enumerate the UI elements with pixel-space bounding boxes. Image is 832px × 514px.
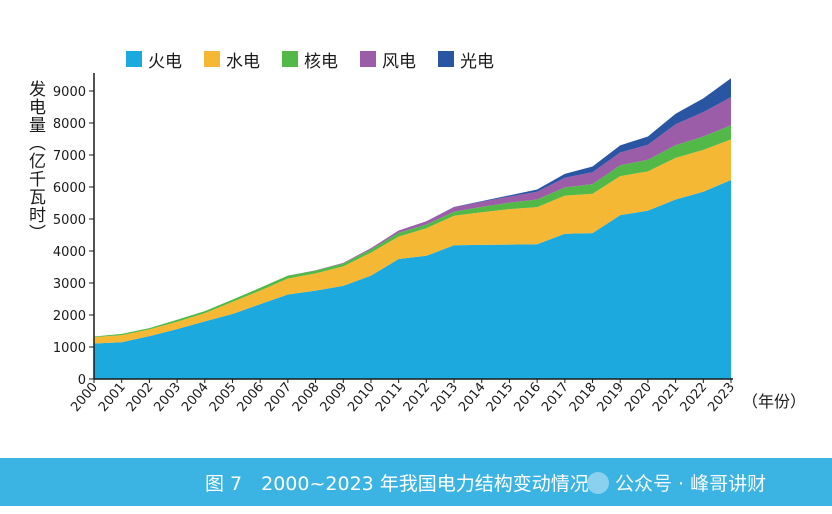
x-tick-label: 2000	[68, 380, 101, 415]
x-tick-label: 2021	[650, 380, 683, 415]
x-tick-label: 2008	[290, 380, 323, 415]
legend-label-solar: 光电	[460, 51, 494, 72]
x-tick-label: 2005	[207, 380, 240, 415]
y-tick-label: 8000	[53, 117, 86, 132]
x-tick-label: 2003	[151, 380, 184, 415]
wechat-logo-icon	[587, 471, 609, 494]
y-axis-label: 发电量（亿千瓦时）	[25, 80, 45, 242]
x-tick-label: 2017	[539, 380, 572, 415]
watermark: 公众号 · 峰哥讲财	[587, 469, 766, 496]
x-tick-label: 2014	[456, 380, 489, 415]
legend-item-hydro: 水电	[204, 47, 260, 72]
x-tick-label: 2004	[179, 380, 212, 415]
x-tick-label: 2007	[262, 380, 295, 415]
legend: 火电 水电 核电 风电 光电	[126, 46, 494, 72]
area-series-2	[94, 125, 731, 338]
legend-item-thermal: 火电	[126, 47, 182, 72]
legend-item-nuclear: 核电	[282, 47, 338, 72]
x-tick-label: 2013	[428, 380, 461, 415]
x-tick-label: 2015	[484, 380, 517, 415]
y-tick-label: 0	[78, 373, 86, 388]
x-tick-label: 2002	[124, 380, 157, 415]
legend-label-wind: 风电	[382, 51, 416, 72]
x-tick-label: 2016	[511, 380, 544, 415]
y-tick-label: 1000	[53, 341, 86, 356]
x-tick-label: 2010	[345, 380, 378, 415]
caption-bar: 图 7 2000~2023 年我国电力结构变动情况 公众号 · 峰哥讲财	[0, 458, 832, 506]
y-tick-label: 4000	[53, 245, 86, 260]
legend-swatch-hydro	[204, 51, 220, 67]
legend-swatch-nuclear	[282, 51, 298, 67]
legend-swatch-thermal	[126, 51, 142, 67]
legend-swatch-solar	[438, 51, 454, 67]
legend-label-hydro: 水电	[226, 51, 260, 72]
area-series-0	[94, 179, 731, 379]
x-tick-label: 2012	[401, 380, 434, 415]
x-tick-label: 2022	[678, 380, 711, 415]
x-tick-label: 2006	[234, 380, 267, 415]
figure-caption: 图 7 2000~2023 年我国电力结构变动情况	[205, 473, 589, 495]
x-tick-label: 2011	[373, 380, 406, 415]
x-tick-label: 2001	[96, 380, 129, 415]
area-series-1	[94, 139, 731, 344]
legend-swatch-wind	[360, 51, 376, 67]
x-tick-label: 2023	[705, 380, 738, 415]
x-tick-label: 2009	[318, 380, 351, 415]
legend-label-nuclear: 核电	[304, 51, 338, 72]
legend-item-solar: 光电	[438, 47, 494, 72]
legend-label-thermal: 火电	[148, 51, 182, 72]
x-axis-unit-label: （年份）	[742, 392, 807, 411]
x-tick-label: 2020	[622, 380, 655, 415]
y-tick-label: 9000	[53, 85, 86, 100]
y-tick-label: 7000	[53, 149, 86, 164]
x-tick-label: 2018	[567, 380, 600, 415]
watermark-text: 公众号 · 峰哥讲财	[615, 473, 767, 495]
y-tick-label: 3000	[53, 277, 86, 292]
y-tick-label: 6000	[53, 181, 86, 196]
y-tick-label: 5000	[53, 213, 86, 228]
x-tick-label: 2019	[595, 380, 628, 415]
legend-item-wind: 风电	[360, 47, 416, 72]
y-tick-label: 2000	[53, 309, 86, 324]
